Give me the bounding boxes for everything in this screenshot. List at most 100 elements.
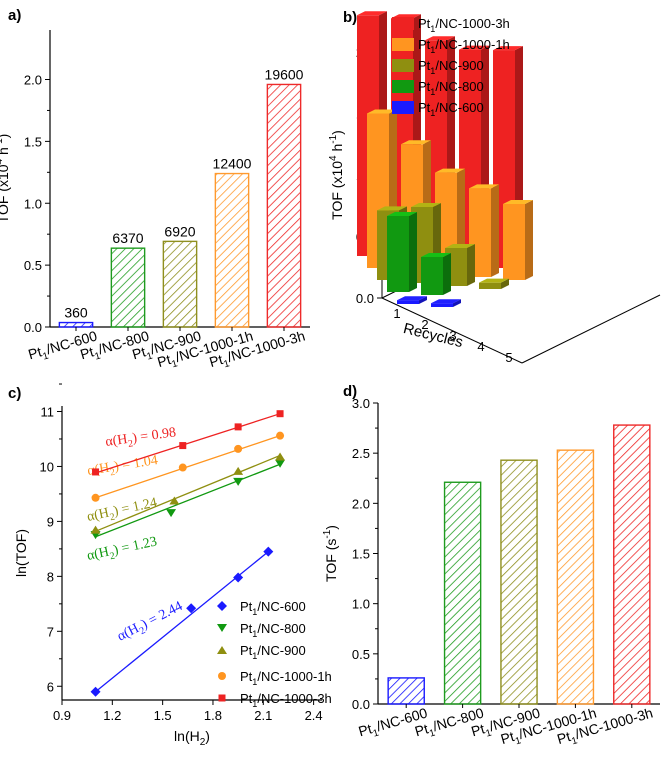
bar-top xyxy=(469,184,499,189)
recycle-tick-label: 3 xyxy=(449,328,456,343)
recycle-tick-label: 4 xyxy=(477,339,484,354)
series: α(H2) = 2.44 Pt1/NC-600 xyxy=(90,546,306,697)
bar-side xyxy=(419,296,427,304)
bar-side xyxy=(453,299,461,307)
point xyxy=(218,672,226,680)
x-axis-label: ln(H2) xyxy=(174,728,210,748)
alpha-annotation: α(H2) = 0.98 xyxy=(104,425,177,453)
y-tick-label: 3.0 xyxy=(352,396,370,411)
legend-label-text: Pt1/NC-900 xyxy=(418,58,484,76)
alpha-annotation: α(H2) = 1.04 xyxy=(86,453,159,482)
bar-top xyxy=(377,206,407,211)
y-tick-label: 0.5 xyxy=(352,647,370,662)
point xyxy=(166,509,177,518)
x-axis-label: Recycles xyxy=(402,320,465,351)
point xyxy=(169,496,180,505)
point xyxy=(217,601,227,611)
legend-label-text: Pt1/NC-1000-1h xyxy=(418,37,510,55)
bar-top xyxy=(387,211,417,216)
fit-line xyxy=(95,413,281,474)
point xyxy=(233,466,244,475)
y-tick-label: 1.0 xyxy=(24,196,42,211)
bar-top xyxy=(431,299,461,304)
y-tick-label: 0.0 xyxy=(352,697,370,712)
legend-label: Pt1/NC-800 xyxy=(418,79,484,97)
point xyxy=(217,646,227,654)
legend-label: Pt1/NC-600 xyxy=(418,100,484,118)
legend-label-text: Pt1/NC-600 xyxy=(240,599,306,617)
y-axis-label: TOF (s-1) xyxy=(322,525,339,582)
x-tick-label: 2.4 xyxy=(305,708,323,723)
bar xyxy=(58,321,94,328)
legend-label: Pt1/NC-1000-3h xyxy=(418,16,510,34)
point xyxy=(90,525,101,534)
legend-label: Pt1/NC-800 xyxy=(240,621,306,639)
bar-top xyxy=(425,36,455,41)
legend-label-text: Pt1/NC-1000-3h xyxy=(240,691,332,709)
fit-line xyxy=(95,435,281,499)
bar-front xyxy=(503,203,525,280)
panel-letter: c) xyxy=(8,385,21,402)
point xyxy=(217,624,227,632)
bar-side xyxy=(491,184,499,277)
bar-side xyxy=(409,211,417,292)
point xyxy=(233,477,244,486)
bar-top xyxy=(411,202,441,207)
point xyxy=(178,463,187,472)
point xyxy=(275,452,286,461)
y-tick-label: 11 xyxy=(41,404,55,419)
point xyxy=(233,572,244,583)
x-tick-label: 2.1 xyxy=(254,708,272,723)
series: α(H2) = 0.98 Pt1/NC-1000-3h xyxy=(92,410,332,709)
data-label: 19600 xyxy=(265,66,304,82)
legend-swatch xyxy=(392,38,414,51)
legend-label: Pt1/NC-900 xyxy=(240,643,306,661)
legend-label-text: Pt1/NC-800 xyxy=(240,621,306,639)
bar-side xyxy=(443,252,451,295)
legend-label: Pt1/NC-600 xyxy=(240,599,306,617)
y-axis-label: TOF (x104 h-1) xyxy=(0,134,11,224)
fit-line xyxy=(95,454,281,532)
fit-line xyxy=(95,463,281,538)
point xyxy=(263,546,274,557)
y-tick-label: 8 xyxy=(47,569,54,584)
point xyxy=(275,459,286,468)
panel-c: c) 6 7 8 9 10 11 0.9 1.2 1.5 1.8 2.1 2.4 ln(H2) ln(TOF… xyxy=(8,383,332,748)
y-tick-label: 1.5 xyxy=(24,134,42,149)
legend-label: Pt1/NC-1000-3h xyxy=(240,691,332,709)
point xyxy=(218,694,226,702)
point xyxy=(91,493,100,502)
panel-a: a) 0.0 0.5 1.0 1.5 2.0 TOF (x104 h-1) 360 Pt1/NC… xyxy=(0,7,310,370)
bar-top xyxy=(493,46,523,51)
y-tick-label: 6 xyxy=(47,679,54,694)
legend-swatch xyxy=(392,59,414,72)
point xyxy=(234,444,243,453)
bar-front xyxy=(397,300,419,304)
bar xyxy=(387,677,425,705)
recycle-tick-label: 1 xyxy=(393,306,400,321)
bar xyxy=(110,247,146,328)
y-tick-label: 2.0 xyxy=(352,496,370,511)
y-tick-label: 2.5 xyxy=(352,446,370,461)
point xyxy=(234,423,242,431)
recycle-tick-label: 5 xyxy=(505,350,512,365)
legend-label-text: Pt1/NC-900 xyxy=(240,643,306,661)
bar-top xyxy=(397,296,427,301)
x-tick-label: 1.2 xyxy=(103,708,121,723)
bar-top xyxy=(421,252,451,257)
bar-top xyxy=(357,11,387,16)
bar-top xyxy=(435,168,465,173)
x-tick-label: 1.5 xyxy=(154,708,172,723)
bar-top xyxy=(459,45,489,50)
legend-label-text: Pt1/NC-600 xyxy=(418,100,484,118)
point xyxy=(186,603,197,614)
y-tick-label: 10 xyxy=(40,459,54,474)
point xyxy=(90,686,101,697)
x-floor-edge xyxy=(381,297,523,364)
legend-label: Pt1/NC-900 xyxy=(418,58,484,76)
x-tick-label: Pt1/NC-600 xyxy=(26,327,99,362)
legend-label-text: Pt1/NC-1000-1h xyxy=(240,669,332,687)
